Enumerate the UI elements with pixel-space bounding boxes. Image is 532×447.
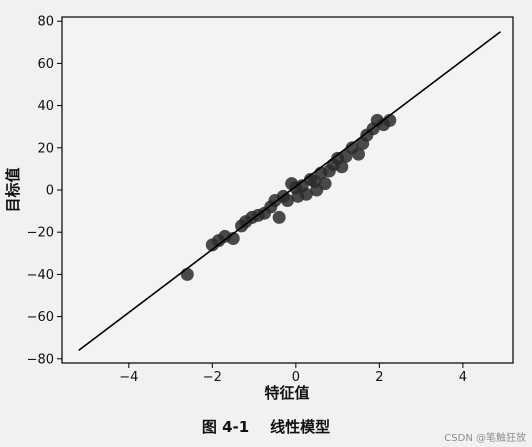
y-tick-label: 20	[37, 141, 54, 156]
y-tick-label: −80	[27, 352, 54, 367]
scatter-point	[180, 267, 194, 281]
x-tick-label: 4	[459, 370, 467, 385]
fit-line	[78, 31, 501, 351]
y-tick-label: −60	[27, 310, 54, 325]
scatter-point	[299, 187, 313, 201]
watermark: CSDN @笔触狂放	[444, 431, 526, 444]
scatter-point	[272, 210, 286, 224]
y-tick-label: −40	[27, 268, 54, 283]
x-tick-label: 0	[292, 370, 300, 385]
y-axis-ticks: −80 −60 −40 −20 0 20 40 60 80	[27, 15, 62, 367]
figure-caption: 图 4-1 线性模型	[202, 418, 330, 436]
y-axis-label: 目标值	[4, 167, 22, 212]
x-axis-label: 特征值	[264, 384, 309, 402]
scatter-point	[318, 177, 332, 191]
scatter-point	[281, 194, 294, 208]
x-tick-label: −4	[119, 370, 138, 385]
x-tick-label: 2	[375, 370, 383, 385]
y-tick-label: 40	[37, 99, 54, 114]
scatter-point	[335, 160, 349, 174]
y-tick-label: 0	[46, 184, 54, 199]
y-tick-label: 80	[37, 15, 54, 30]
fit-line-layer	[78, 31, 501, 351]
x-tick-label: −2	[203, 370, 222, 385]
y-tick-label: 60	[37, 57, 54, 72]
scatter-point	[351, 147, 365, 161]
y-tick-label: −20	[27, 226, 54, 241]
x-axis-ticks: −4 −2 0 2 4	[119, 363, 467, 385]
